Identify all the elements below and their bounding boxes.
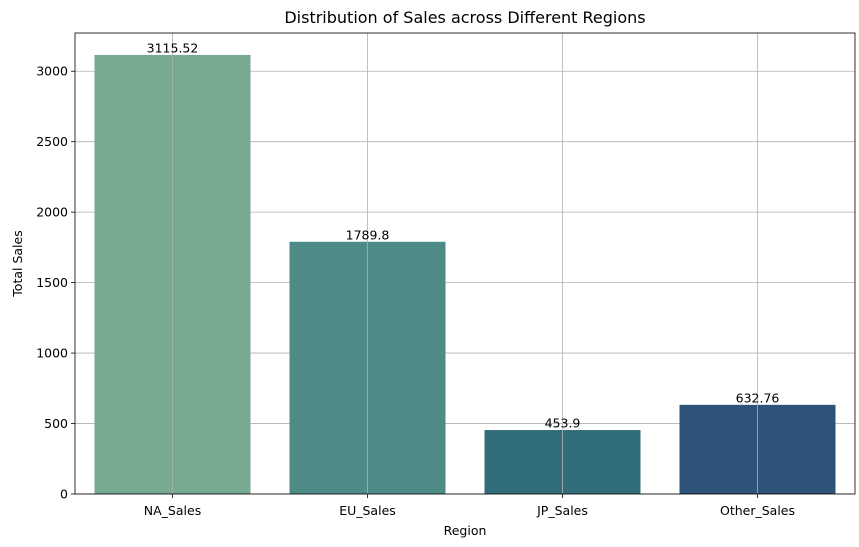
x-tick-label: NA_Sales bbox=[144, 503, 201, 518]
y-tick-label: 2500 bbox=[36, 134, 68, 149]
y-tick-label: 1000 bbox=[36, 346, 68, 361]
x-axis: NA_Sales EU_Sales JP_Sales Other_Sales bbox=[144, 494, 795, 518]
y-tick-label: 2000 bbox=[36, 205, 68, 220]
x-tick-label: Other_Sales bbox=[720, 503, 795, 518]
chart-title: Distribution of Sales across Different R… bbox=[284, 8, 645, 27]
y-axis: 0 500 1000 1500 2000 2500 3000 bbox=[36, 64, 75, 502]
data-label: 632.76 bbox=[736, 390, 780, 405]
plot-frame bbox=[74, 32, 856, 495]
data-label: 1789.8 bbox=[346, 227, 390, 242]
y-tick-label: 0 bbox=[60, 487, 68, 502]
x-tick-label: JP_Sales bbox=[536, 503, 588, 518]
y-tick-label: 1500 bbox=[36, 275, 68, 290]
data-labels-layer: 3115.52 1789.8 453.9 632.76 bbox=[147, 33, 780, 494]
bars-layer bbox=[94, 54, 836, 495]
y-tick-label: 3000 bbox=[36, 64, 68, 79]
x-tick-label: EU_Sales bbox=[339, 503, 396, 518]
data-label: 453.9 bbox=[545, 416, 581, 431]
x-axis-title: Region bbox=[444, 523, 487, 538]
y-axis-title: Total Sales bbox=[10, 230, 25, 297]
data-label: 3115.52 bbox=[147, 40, 199, 55]
y-tick-label: 500 bbox=[44, 416, 68, 431]
